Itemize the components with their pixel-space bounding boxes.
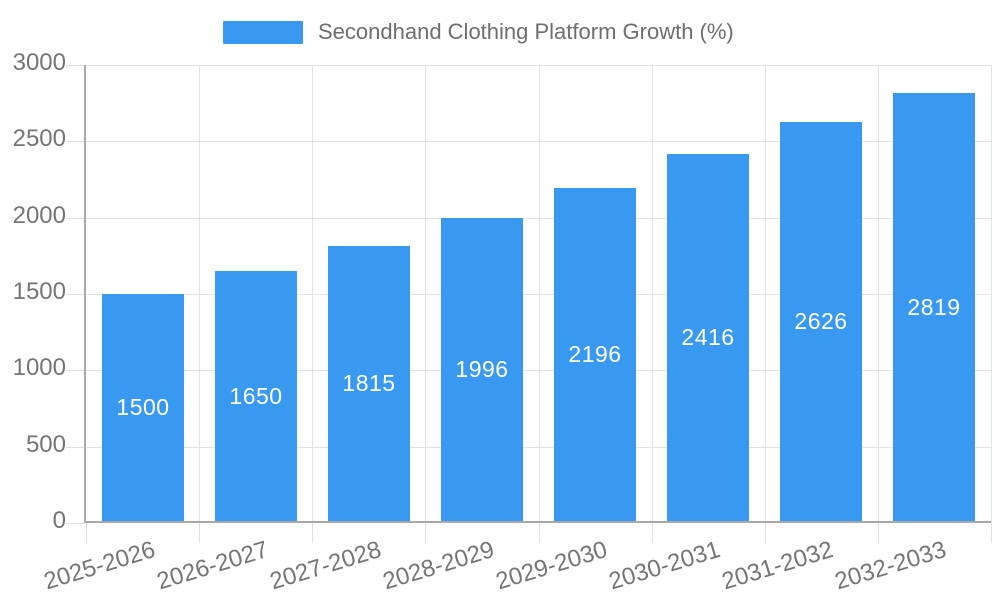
gridline-vertical: [878, 65, 879, 523]
y-axis-tick: [66, 523, 85, 524]
legend-swatch[interactable]: [223, 20, 303, 44]
bar: 1815: [328, 246, 410, 521]
y-axis-tick-label: 0: [52, 507, 66, 534]
gridline-horizontal: [86, 65, 991, 66]
gridline-horizontal: [86, 447, 991, 448]
x-axis-tick: [878, 523, 879, 543]
y-axis-tick: [66, 65, 85, 66]
bar: 2196: [554, 188, 636, 521]
y-axis-tick: [66, 447, 85, 448]
legend[interactable]: Secondhand Clothing Platform Growth (%): [223, 20, 734, 44]
gridline-vertical: [765, 65, 766, 523]
x-axis-tick-label: 2030-2031: [605, 536, 724, 596]
x-axis-tick: [86, 523, 87, 543]
x-axis-tick-label: 2032-2033: [831, 536, 950, 596]
bar-value-label: 2626: [794, 308, 848, 334]
x-axis-tick: [539, 523, 540, 543]
bar-value-label: 2196: [568, 341, 622, 367]
bar-value-label: 2416: [681, 324, 735, 350]
gridline-vertical: [199, 65, 200, 523]
bar-value-label: 2819: [907, 293, 961, 320]
y-axis-tick-label: 3000: [12, 49, 66, 76]
bar: 2819: [893, 93, 975, 521]
x-axis-tick: [991, 523, 992, 543]
bar: 2626: [780, 122, 862, 521]
x-axis-tick: [425, 523, 426, 543]
gridline-vertical: [539, 65, 540, 523]
gridline-horizontal: [86, 141, 991, 142]
gridline-vertical: [312, 65, 313, 523]
bar-value-label: 1650: [229, 382, 283, 409]
x-axis-tick-label: 2025-2026: [40, 536, 159, 596]
y-axis-tick: [66, 141, 85, 142]
y-axis-tick-label: 500: [25, 431, 66, 458]
y-axis-tick-label: 2500: [12, 125, 66, 152]
x-axis-tick-label: 2029-2030: [492, 536, 611, 596]
x-axis-tick: [652, 523, 653, 543]
gridline-horizontal: [86, 370, 991, 371]
gridline-vertical: [652, 65, 653, 523]
x-axis-tick-label: 2026-2027: [153, 536, 272, 596]
y-axis-tick-label: 1500: [12, 278, 66, 305]
x-axis-tick: [312, 523, 313, 543]
bar-value-label: 1996: [455, 356, 509, 382]
bar: 2416: [667, 154, 749, 521]
y-axis-tick-label: 1000: [12, 354, 66, 381]
x-axis-tick: [199, 523, 200, 543]
x-axis-tick-label: 2028-2029: [379, 536, 498, 596]
y-axis-tick: [66, 218, 85, 219]
bar: 1500: [102, 294, 184, 521]
x-axis-tick-label: 2031-2032: [718, 536, 837, 596]
x-axis-tick-label: 2027-2028: [266, 536, 385, 596]
bar: 1996: [441, 218, 523, 521]
x-axis-tick: [765, 523, 766, 543]
bar: 1650: [215, 271, 297, 521]
y-axis-line: [84, 65, 86, 523]
legend-label[interactable]: Secondhand Clothing Platform Growth (%): [318, 19, 734, 44]
y-axis-tick-label: 2000: [12, 202, 66, 229]
bar-value-label: 1500: [116, 394, 170, 420]
bar-value-label: 1815: [342, 370, 396, 396]
gridline-horizontal: [86, 294, 991, 295]
gridline-horizontal: [86, 218, 991, 219]
gridline-vertical: [425, 65, 426, 523]
y-axis-tick: [66, 370, 85, 371]
y-axis-tick: [66, 294, 85, 295]
x-axis-line: [84, 521, 991, 523]
gridline-vertical: [991, 65, 992, 523]
